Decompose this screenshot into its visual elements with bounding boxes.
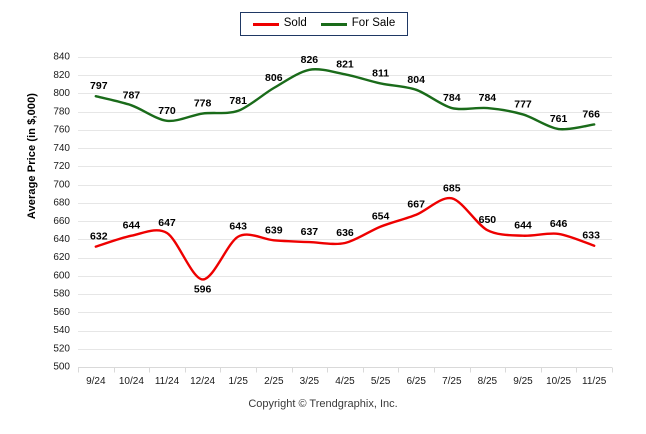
y-tick-label: 640 (53, 234, 70, 245)
legend-swatch-sold (252, 22, 279, 26)
point-label: 639 (265, 224, 283, 236)
point-label: 761 (550, 113, 568, 125)
y-tick-label: 820 (53, 70, 70, 81)
x-tick-label: 11/24 (155, 376, 180, 387)
point-label: 804 (407, 74, 425, 86)
point-label: 787 (123, 89, 141, 101)
x-tick-label: 9/24 (86, 376, 106, 387)
y-tick-label: 540 (53, 325, 70, 336)
y-tick-label: 780 (53, 106, 70, 117)
x-tick-label: 4/25 (335, 376, 355, 387)
point-label: 646 (550, 218, 568, 230)
data-series (94, 68, 596, 281)
y-tick-label: 560 (53, 307, 70, 318)
x-tick-label: 11/25 (582, 376, 607, 387)
point-label: 643 (229, 221, 247, 233)
point-label: 632 (90, 231, 108, 243)
x-tick-label: 7/25 (442, 376, 462, 387)
legend-swatch-for-sale (320, 22, 347, 26)
point-label: 667 (407, 199, 425, 211)
y-tick-label: 520 (53, 343, 70, 354)
point-label: 647 (158, 217, 176, 229)
point-label: 826 (301, 54, 319, 66)
point-label: 781 (229, 95, 247, 107)
x-tick-label: 8/25 (478, 376, 498, 387)
point-label: 777 (514, 98, 532, 110)
y-tick-label: 760 (53, 125, 70, 136)
x-tick-label: 6/25 (406, 376, 426, 387)
x-tick-label: 10/24 (119, 376, 144, 387)
x-tick-label: 5/25 (371, 376, 391, 387)
point-label: 784 (443, 92, 461, 104)
point-label: 596 (194, 283, 212, 295)
point-label: 637 (301, 226, 319, 238)
point-label: 821 (336, 58, 354, 70)
legend-entry-for-sale: For Sale (320, 17, 396, 30)
point-label: 806 (265, 72, 283, 84)
point-label: 811 (372, 67, 389, 79)
point-label: 766 (582, 108, 600, 120)
y-tick-label: 660 (53, 216, 70, 227)
point-label: 654 (372, 211, 390, 223)
y-tick-label: 700 (53, 179, 70, 190)
y-tick-label: 620 (53, 252, 70, 263)
point-label: 644 (514, 220, 532, 232)
point-label: 633 (582, 230, 600, 242)
point-label: 650 (479, 214, 497, 226)
y-tick-label: 840 (53, 52, 70, 63)
point-label: 797 (90, 80, 108, 92)
legend-label-for-sale: For Sale (351, 17, 396, 30)
point-label: 636 (336, 227, 354, 239)
y-tick-label: 800 (53, 88, 70, 99)
x-tick-label: 1/25 (228, 376, 248, 387)
point-label: 770 (158, 105, 176, 117)
chart-legend: Sold For Sale (240, 12, 408, 36)
data-point-labels: 632 644 647 596 643 639 637 636 654 667 685 650 644 6… (90, 54, 600, 296)
series-line-sold (94, 196, 596, 281)
legend-entry-sold: Sold (252, 17, 307, 30)
footer-copyright: Copyright © Trendgraphix, Inc. (248, 398, 398, 410)
y-tick-label: 740 (53, 143, 70, 154)
x-axis-ticks: 9/24 10/24 11/24 12/24 1/25 2/25 3/25 4/25 5/25 6… (78, 367, 613, 387)
point-label: 685 (443, 182, 461, 194)
y-axis-ticks: 500 520 540 560 580 600 620 640 660 680 700 720 740 7… (53, 52, 70, 373)
y-tick-label: 600 (53, 270, 70, 281)
x-tick-label: 3/25 (300, 376, 320, 387)
y-tick-label: 580 (53, 289, 70, 300)
point-label: 778 (194, 98, 212, 110)
x-tick-label: 12/24 (190, 376, 215, 387)
gridlines (78, 57, 612, 368)
y-tick-label: 680 (53, 198, 70, 209)
x-tick-label: 10/25 (546, 376, 571, 387)
y-tick-label: 500 (53, 362, 70, 373)
legend-label-sold: Sold (283, 17, 307, 30)
x-tick-label: 2/25 (264, 376, 284, 387)
point-label: 644 (123, 220, 141, 232)
x-tick-label: 9/25 (513, 376, 533, 387)
y-tick-label: 720 (53, 161, 70, 172)
series-line-for-sale (94, 68, 596, 131)
point-label: 784 (479, 92, 497, 104)
